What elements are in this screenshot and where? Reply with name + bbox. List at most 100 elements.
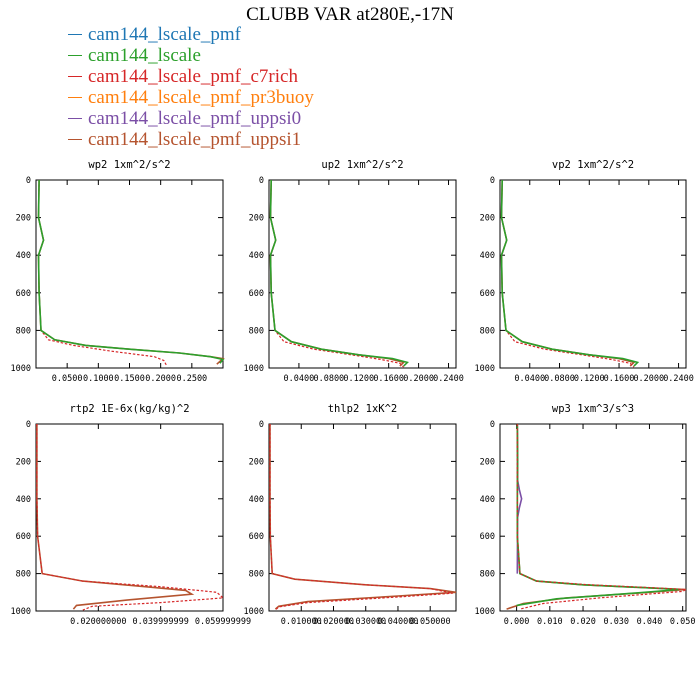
x-tick-label: 0.1600 — [604, 374, 635, 384]
panel-title: wp2 1xm^2/s^2 — [88, 159, 170, 171]
series-line — [36, 424, 225, 611]
plot-frame — [499, 423, 687, 612]
x-tick-label: 0.030000 — [345, 617, 386, 627]
series-line — [269, 179, 409, 367]
chart-panel: rtp2 1E-6x(kg/kg)^2 0 200 400 600 800 1000 0.02… — [11, 403, 252, 627]
chart-panel: thlp2 1xK^2 0 200 400 600 800 1000 0.0100000.02… — [244, 403, 457, 627]
y-tick-label: 800 — [16, 326, 31, 336]
x-tick-label: 0.000 — [504, 617, 530, 627]
x-tick-label: 0.2400 — [663, 374, 694, 384]
plot-frame — [35, 179, 224, 369]
legend-swatch — [68, 97, 82, 98]
legend-entry: cam144_lscale_pmf_uppsi0 — [68, 108, 314, 129]
legend-swatch — [68, 76, 82, 77]
legend-swatch — [68, 139, 82, 140]
y-tick-label: 400 — [16, 495, 31, 505]
x-tick-label: 0.020 — [570, 617, 596, 627]
chart-panel: up2 1xm^2/s^2 0 200 400 600 800 1000 0.0400 0.08… — [244, 159, 464, 384]
y-tick-label: 800 — [480, 326, 495, 336]
legend-label: cam144_lscale_pmf_uppsi0 — [88, 107, 302, 129]
panel-title: up2 1xm^2/s^2 — [321, 159, 403, 171]
x-tick-label: 0.020000000 — [70, 617, 126, 627]
y-tick-label: 0 — [26, 420, 31, 430]
y-tick-label: 200 — [16, 214, 31, 224]
legend-label: cam144_lscale_pmf_c7rich — [88, 65, 298, 87]
x-tick-label: 0.050 — [670, 617, 696, 627]
y-tick-label: 800 — [249, 326, 264, 336]
x-tick-label: 0.0800 — [313, 374, 344, 384]
series-line — [36, 424, 195, 610]
x-tick-label: 0.2000 — [403, 374, 434, 384]
series-line — [269, 424, 457, 610]
x-tick-label: 0.0400 — [514, 374, 545, 384]
x-tick-label: 0.1200 — [574, 374, 605, 384]
series-line — [516, 423, 680, 607]
panel-title: wp3 1xm^3/s^3 — [552, 403, 634, 415]
panel-title: thlp2 1xK^2 — [328, 403, 398, 415]
y-tick-label: 1000 — [244, 364, 264, 374]
panel-title: rtp2 1E-6x(kg/kg)^2 — [69, 403, 189, 415]
y-tick-label: 800 — [480, 570, 495, 580]
legend-swatch — [68, 34, 82, 35]
y-tick-label: 1000 — [475, 607, 495, 617]
legend-entry: cam144_lscale_pmf_c7rich — [68, 66, 314, 87]
series-line — [37, 179, 225, 365]
x-tick-label: 0.040000 — [377, 617, 418, 627]
x-tick-label: 0.059999999 — [195, 617, 251, 627]
y-tick-label: 400 — [249, 495, 264, 505]
y-tick-label: 0 — [26, 176, 31, 186]
y-tick-label: 1000 — [11, 607, 31, 617]
x-tick-label: 0.010000 — [281, 617, 322, 627]
legend: cam144_lscale_pmf cam144_lscale cam144_lsc… — [68, 24, 314, 150]
x-tick-label: 0.0800 — [544, 374, 575, 384]
legend-label: cam144_lscale — [88, 44, 201, 66]
plot-frame — [35, 423, 224, 612]
y-tick-label: 800 — [16, 570, 31, 580]
figure-title: CLUBB VAR at280E,-17N — [246, 4, 454, 25]
y-tick-label: 1000 — [11, 364, 31, 374]
legend-swatch — [68, 55, 82, 56]
x-tick-label: 0.2500 — [176, 374, 207, 384]
legend-entry: cam144_lscale_pmf — [68, 24, 314, 45]
y-tick-label: 600 — [480, 289, 495, 299]
y-tick-label: 200 — [480, 457, 495, 467]
chart-panel: wp3 1xm^3/s^3 0 200 400 600 800 1000 0.000 0.010… — [475, 403, 696, 627]
chart-panel: vp2 1xm^2/s^2 0 200 400 600 800 1000 0.0400 0.08… — [475, 159, 694, 384]
x-tick-label: 0.010 — [537, 617, 563, 627]
plot-frame — [268, 179, 457, 369]
y-tick-label: 600 — [16, 289, 31, 299]
x-tick-label: 0.040 — [637, 617, 663, 627]
y-tick-label: 800 — [249, 570, 264, 580]
x-tick-label: 0.020000 — [313, 617, 354, 627]
series-line — [37, 179, 168, 367]
y-tick-label: 400 — [480, 251, 495, 261]
chart-panel: wp2 1xm^2/s^2 0 200 400 600 800 1000 0.0500 0.10… — [11, 159, 225, 384]
y-tick-label: 0 — [259, 176, 264, 186]
y-tick-label: 400 — [480, 495, 495, 505]
x-tick-label: 0.1600 — [373, 374, 404, 384]
legend-entry: cam144_lscale_pmf_pr3buoy — [68, 87, 314, 108]
legend-label: cam144_lscale_pmf — [88, 23, 242, 45]
y-tick-label: 400 — [16, 251, 31, 261]
x-tick-label: 0.1500 — [114, 374, 145, 384]
x-tick-label: 0.0400 — [284, 374, 315, 384]
series-line — [269, 424, 453, 611]
y-tick-label: 600 — [480, 532, 495, 542]
legend-label: cam144_lscale_pmf_uppsi1 — [88, 128, 302, 150]
x-tick-label: 0.050000 — [410, 617, 451, 627]
series-line — [516, 424, 689, 610]
y-tick-label: 200 — [480, 214, 495, 224]
y-tick-label: 1000 — [244, 607, 264, 617]
y-tick-label: 600 — [16, 532, 31, 542]
y-tick-label: 0 — [490, 176, 495, 186]
plot-frame — [268, 423, 457, 612]
y-tick-label: 0 — [259, 420, 264, 430]
x-tick-label: 0.1200 — [343, 374, 374, 384]
x-tick-label: 0.1000 — [83, 374, 114, 384]
y-tick-label: 600 — [249, 289, 264, 299]
x-tick-label: 0.2000 — [633, 374, 664, 384]
x-tick-label: 0.2400 — [433, 374, 464, 384]
y-tick-label: 1000 — [475, 364, 495, 374]
series-line — [506, 423, 687, 610]
